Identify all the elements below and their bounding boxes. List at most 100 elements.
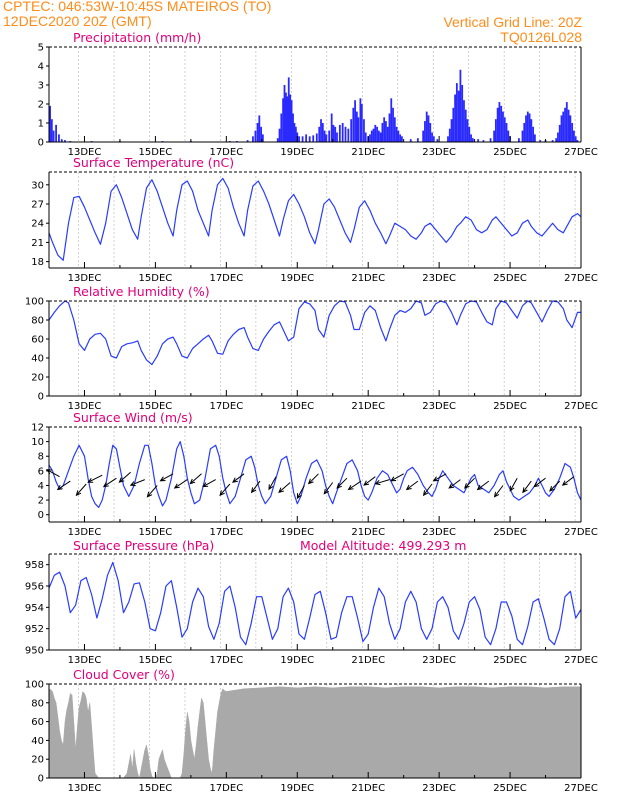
- precip-bar: [293, 123, 296, 142]
- precip-bar: [60, 139, 63, 142]
- temp-y-tick-label: 27: [31, 200, 44, 211]
- cloud-x-tick-label: 19DEC: [280, 783, 314, 794]
- precip-bar: [477, 139, 480, 142]
- temp-y-tick-label: 18: [31, 257, 44, 268]
- temp-panel: 13DEC 15DEC 17DEC 19DEC 21DEC 23DEC 25DEC 27DEC…: [31, 155, 598, 284]
- precip-bar: [372, 128, 375, 142]
- precip-y-tick-label: 2: [38, 100, 44, 111]
- precip-x-tick-label: 19DEC: [280, 147, 314, 158]
- wind-arrow: [374, 479, 390, 486]
- temp-y-tick-label: 30: [31, 180, 44, 191]
- precip-bar: [330, 113, 333, 142]
- temp-title: Surface Temperature (nC): [73, 155, 234, 170]
- cloud-y-tick-label: 40: [31, 736, 44, 747]
- wind-x-tick-label: 25DEC: [493, 527, 527, 538]
- precip-bar: [518, 138, 520, 142]
- pressure-y-tick-label: 958: [25, 560, 44, 571]
- precip-y-tick-label: 5: [38, 43, 44, 54]
- precip-bar: [436, 139, 439, 142]
- precip-bar: [507, 130, 510, 142]
- precip-bar: [258, 115, 261, 142]
- precip-bar: [328, 130, 331, 142]
- precip-y-tick-label: 3: [38, 81, 44, 92]
- wind-arrow: [493, 485, 504, 498]
- wind-arrow: [509, 477, 518, 492]
- precip-bar: [308, 136, 311, 142]
- precip-x-tick-label: 15DEC: [139, 147, 173, 158]
- pressure-panel: 13DEC 15DEC 17DEC 19DEC 21DEC 23DEC 25DEC 27DEC…: [25, 538, 598, 666]
- wind-x-tick-label: 27DEC: [564, 527, 598, 538]
- rh-y-tick-label: 20: [31, 373, 44, 384]
- pressure-title: Surface Pressure (hPa): [73, 538, 214, 553]
- temp-x-tick-label: 17DEC: [209, 273, 243, 284]
- wind-arrow: [432, 473, 447, 482]
- precip-bar: [352, 107, 355, 142]
- wind-arrow: [146, 485, 158, 498]
- pressure-y-tick-label: 956: [25, 582, 44, 593]
- wind-arrow: [202, 479, 216, 488]
- precip-bar: [325, 134, 328, 142]
- wind-panel: 13DEC 15DEC 17DEC 19DEC 21DEC 23DEC 25DEC 27DEC…: [31, 410, 598, 538]
- cloud-y-tick-label: 60: [31, 717, 44, 728]
- rh-x-tick-label: 17DEC: [209, 401, 243, 412]
- wind-arrow: [522, 480, 532, 494]
- precip-bar: [576, 140, 579, 142]
- wind-arrow: [159, 473, 174, 482]
- wind-title: Surface Wind (m/s): [73, 410, 193, 425]
- precip-bar: [298, 136, 300, 142]
- precip-bar: [471, 138, 474, 142]
- precip-bar: [505, 123, 508, 142]
- precip-x-tick-label: 13DEC: [68, 147, 102, 158]
- precip-bar: [393, 117, 396, 142]
- precip-bar: [363, 119, 365, 142]
- precip-bar: [567, 109, 570, 142]
- wind-y-tick-label: 6: [38, 466, 44, 477]
- precip-bar: [341, 123, 344, 142]
- precip-bar: [571, 123, 574, 142]
- cloud-area: [48, 686, 582, 779]
- wind-x-tick-label: 19DEC: [280, 527, 314, 538]
- wind-arrow: [549, 480, 561, 492]
- precip-bar: [452, 107, 455, 142]
- rh-x-tick-label: 21DEC: [351, 401, 385, 412]
- cloud-y-tick-label: 100: [25, 680, 44, 691]
- precip-bar: [422, 130, 425, 142]
- cloud-x-tick-label: 15DEC: [139, 783, 173, 794]
- cloud-y-tick-label: 0: [38, 774, 44, 785]
- precip-bar: [280, 113, 283, 142]
- precip-x-tick-label: 23DEC: [422, 147, 456, 158]
- cloud-y-tick-label: 20: [31, 755, 44, 766]
- precip-bar: [381, 123, 384, 142]
- rh-y-tick-label: 100: [25, 297, 44, 308]
- cloud-y-tick-label: 80: [31, 698, 44, 709]
- precip-bar: [551, 140, 554, 142]
- wind-arrow: [323, 482, 334, 495]
- wind-arrow: [422, 483, 433, 497]
- wind-arrow: [268, 476, 277, 491]
- rh-series-line: [48, 300, 581, 366]
- precip-bar: [283, 85, 286, 142]
- wind-y-tick-label: 0: [38, 510, 44, 521]
- precip-bar: [555, 138, 558, 142]
- precip-bar: [560, 115, 563, 142]
- pressure-x-tick-label: 25DEC: [493, 655, 527, 666]
- precip-bar: [463, 100, 465, 142]
- header-grid-line: Vertical Grid Line: 20Z: [443, 14, 582, 30]
- rh-y-tick-label: 40: [31, 354, 44, 365]
- precip-bar: [282, 98, 284, 142]
- rh-panel: 13DEC 15DEC 17DEC 19DEC 21DEC 23DEC 25DEC 27DEC…: [25, 284, 598, 412]
- wind-y-tick-label: 2: [38, 496, 44, 507]
- temp-x-tick-label: 21DEC: [351, 273, 385, 284]
- precip-bar: [285, 92, 287, 142]
- precip-bar: [287, 77, 290, 142]
- precip-bar: [573, 130, 575, 142]
- wind-arrow: [336, 477, 348, 489]
- precip-bar: [498, 102, 501, 142]
- wind-arrow: [75, 483, 87, 497]
- pressure-annotation: Model Altitude: 499.293 m: [300, 538, 466, 553]
- precip-bar: [390, 98, 393, 142]
- wind-x-tick-label: 13DEC: [68, 527, 102, 538]
- pressure-y-tick-label: 952: [25, 624, 44, 635]
- cloud-title: Cloud Cover (%): [73, 667, 175, 682]
- cloud-x-tick-label: 17DEC: [209, 783, 243, 794]
